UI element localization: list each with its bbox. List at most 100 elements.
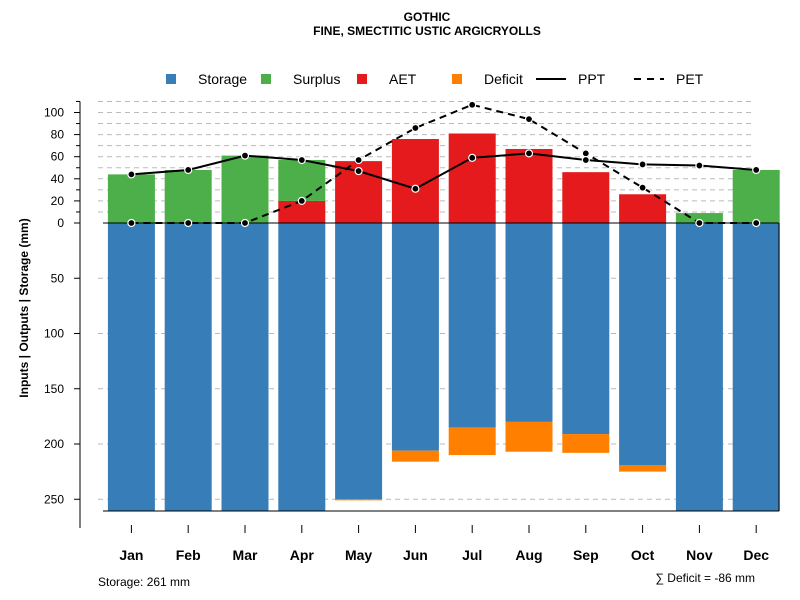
x-tick-label: Oct (631, 547, 655, 563)
ppt-point (411, 184, 420, 193)
ppt-point (354, 166, 363, 176)
x-tick-label: Nov (686, 547, 713, 563)
surplus-bar (107, 174, 155, 223)
x-tick-label: Dec (743, 547, 769, 563)
pet-point (638, 183, 647, 192)
storage-bar (732, 223, 780, 512)
deficit-bar (335, 499, 383, 501)
x-tick-label: Jan (119, 547, 143, 563)
legend-item: Storage (166, 71, 247, 87)
storage-note: Storage: 261 mm (98, 575, 190, 589)
ppt-point (127, 170, 136, 179)
legend-label: AET (389, 71, 417, 87)
deficit-bar (562, 434, 610, 453)
legend-item: PET (634, 71, 704, 87)
surplus-bar (278, 160, 326, 201)
legend-label: Deficit (484, 71, 523, 87)
legend-swatch (166, 74, 176, 84)
x-tick-label: Feb (176, 547, 201, 563)
legend-item: Deficit (452, 71, 523, 87)
pet-point (240, 218, 250, 228)
storage-bar (164, 223, 212, 512)
x-tick-label: Jul (462, 547, 482, 563)
x-tick-label: Mar (233, 547, 258, 563)
legend-label: Surplus (293, 71, 340, 87)
pet-line (131, 103, 757, 224)
aet-bar (562, 172, 610, 223)
chart-title: GOTHIC (404, 10, 451, 24)
x-tick-label: May (345, 547, 372, 563)
bars (103, 133, 780, 512)
pet-point (127, 218, 136, 228)
y-tick-label: 150 (44, 382, 64, 396)
legend-label: PPT (578, 71, 606, 87)
y-axis-label: Inputs | Outputs | Storage (mm) (17, 218, 31, 397)
x-tick-label: Aug (515, 547, 542, 563)
surplus-bar (732, 169, 780, 223)
storage-bar (278, 223, 326, 512)
aet-bar (505, 148, 553, 223)
pet-point (297, 196, 306, 205)
deficit-bar (505, 421, 553, 452)
legend-swatch (357, 74, 367, 84)
ppt-point (240, 151, 250, 160)
storage-bar (619, 223, 667, 465)
x-tick-label: Sep (573, 547, 599, 563)
pet-point (695, 218, 704, 228)
ppt-point (695, 161, 704, 170)
y-tick-label: 0 (57, 216, 64, 230)
legend-swatch (261, 74, 271, 84)
aet-bar (619, 194, 667, 223)
pet-point (184, 218, 193, 228)
storage-bar (391, 223, 439, 451)
storage-bar (562, 223, 610, 435)
legend-swatch (452, 74, 462, 84)
deficit-bar (391, 450, 439, 462)
storage-bar (675, 223, 723, 512)
ppt-point (638, 160, 647, 169)
storage-bar (221, 223, 269, 512)
y-tick-label: 40 (51, 172, 65, 186)
chart-subtitle: FINE, SMECTITIC USTIC ARGICRYOLLS (313, 24, 541, 38)
ppt-point (184, 165, 193, 175)
axes: 0 20 40 60 80 100 50 100 150 200 250 Jan Feb Mar Apr Ma… (44, 100, 769, 563)
y-tick-label: 50 (51, 271, 65, 285)
y-tick-label: 80 (51, 128, 65, 142)
ppt-line (131, 152, 757, 190)
pet-point (581, 149, 590, 158)
surplus-bar (675, 213, 723, 223)
legend-item: PPT (536, 71, 606, 87)
deficit-note: ∑ Deficit = -86 mm (655, 571, 755, 585)
y-tick-label: 20 (51, 194, 65, 208)
pet-point (752, 218, 761, 228)
pet-point (354, 155, 363, 165)
y-tick-label: 200 (44, 437, 64, 451)
pet-point (411, 123, 420, 133)
legend: Storage Surplus AET Deficit PPT PET (166, 71, 704, 87)
lines (127, 100, 761, 228)
x-tick-label: Jun (403, 547, 428, 563)
ppt-point (524, 149, 534, 158)
aet-bar (391, 139, 439, 223)
aet-bar (448, 133, 496, 223)
deficit-bar (619, 464, 667, 472)
ppt-point (581, 155, 590, 165)
surplus-bar (164, 169, 212, 223)
ppt-point (468, 153, 477, 162)
deficit-bar (448, 427, 496, 456)
legend-item: AET (357, 71, 417, 87)
y-tick-label: 60 (51, 150, 65, 164)
storage-bar (505, 223, 553, 422)
ppt-point (297, 155, 306, 165)
storage-bar (335, 223, 383, 500)
y-tick-label: 100 (44, 327, 64, 341)
pet-point (468, 100, 477, 109)
y-tick-label: 250 (44, 492, 64, 506)
ppt-point (752, 165, 761, 175)
pet-point (524, 115, 534, 124)
legend-label: Storage (198, 71, 247, 87)
storage-bar (107, 223, 155, 512)
surplus-bar (221, 155, 269, 223)
legend-label: PET (676, 71, 704, 87)
